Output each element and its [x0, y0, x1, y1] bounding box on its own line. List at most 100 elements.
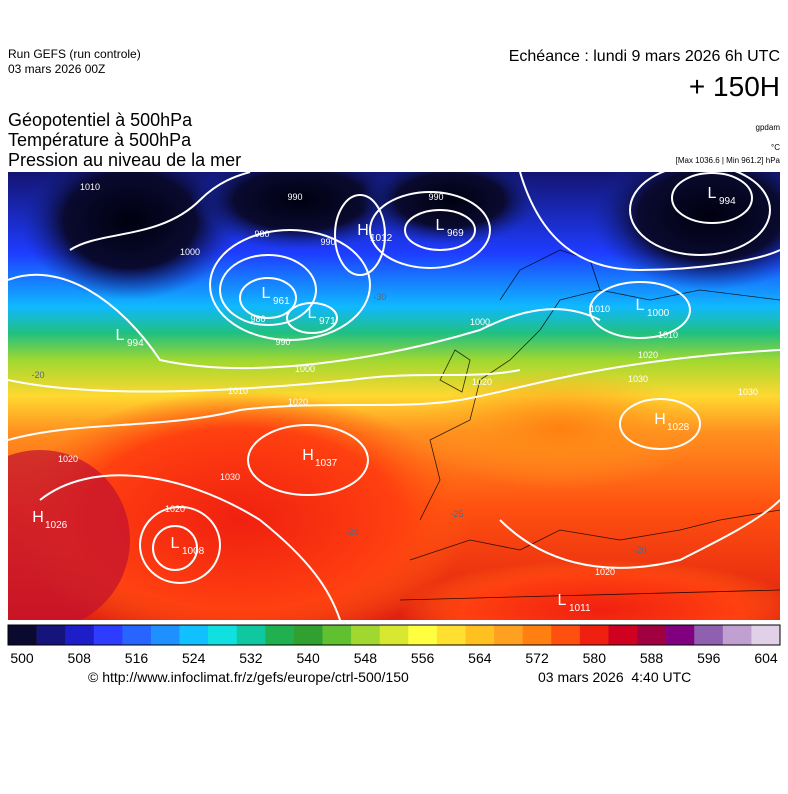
- run: Run GEFS (run controle): [8, 47, 141, 61]
- isobar-label: 990: [275, 337, 290, 347]
- isobar-label: 990: [287, 192, 302, 202]
- colorbar-swatch: [8, 625, 37, 645]
- source-url: © http://www.infoclimat.fr/z/gefs/europe…: [88, 669, 409, 685]
- isobar-label: 1000: [180, 247, 200, 257]
- colorbar-swatch: [208, 625, 238, 645]
- center-value: 969: [447, 228, 464, 239]
- center-letter: L: [116, 327, 125, 344]
- colorbar-tick-label: 580: [583, 650, 607, 666]
- colorbar-swatch: [122, 625, 152, 645]
- isobar-label: 1020: [288, 397, 308, 407]
- run-date: 03 mars 2026 00Z: [8, 62, 105, 76]
- colorbar-swatch: [293, 625, 323, 645]
- colorbar-tick-label: 500: [10, 650, 34, 666]
- center-value: 971: [319, 316, 336, 327]
- title: Température à 500hPa: [8, 130, 192, 150]
- title: Pression au niveau de la mer: [8, 150, 241, 170]
- colorbar-swatch: [579, 625, 609, 645]
- colorbar-tick-label: 548: [354, 650, 378, 666]
- map: [8, 172, 780, 620]
- center-value: 994: [127, 338, 144, 349]
- colorbar-frame: [7, 624, 781, 646]
- lead-time: + 150H: [689, 71, 780, 102]
- colorbar-swatch: [608, 625, 638, 645]
- colorbar-tick-label: 564: [468, 650, 492, 666]
- center-value: 1012: [370, 233, 393, 244]
- colorbar-swatch: [722, 625, 752, 645]
- title: Géopotentiel à 500hPa: [8, 110, 193, 130]
- colorbar-swatch: [465, 625, 495, 645]
- valid-time: Echéance : lundi 9 mars 2026 6h UTC: [509, 48, 780, 65]
- colorbar-swatch: [150, 625, 180, 645]
- colorbar-tick-label: 532: [239, 650, 263, 666]
- unit: gpdam: [756, 123, 781, 132]
- colorbar-swatch: [379, 625, 409, 645]
- isobar-label: 1010: [590, 304, 610, 314]
- temperature-label: -20: [345, 527, 358, 537]
- unit: [Max 1036.6 | Min 961.2] hPa: [676, 156, 781, 165]
- colorbar-swatch: [551, 625, 581, 645]
- isobar-label: 1010: [80, 182, 100, 192]
- colorbar-tick-label: 540: [296, 650, 320, 666]
- isobar-label: 1020: [472, 377, 492, 387]
- temperature-label: -20: [31, 370, 44, 380]
- colorbar-swatch: [322, 625, 352, 645]
- isobar-label: 1030: [738, 387, 758, 397]
- colorbar-swatch: [494, 625, 523, 645]
- colorbar-swatch: [665, 625, 695, 645]
- temperature-label: -20: [633, 545, 646, 555]
- colorbar-swatch: [751, 625, 781, 645]
- center-letter: H: [32, 509, 44, 526]
- center-value: 1037: [315, 458, 338, 469]
- colorbar-swatch: [436, 625, 466, 645]
- colorbar-tick-label: 604: [754, 650, 778, 666]
- colorbar-swatch: [522, 625, 552, 645]
- center-value: 961: [273, 296, 290, 307]
- colorbar-tick-label: 508: [68, 650, 92, 666]
- colorbar-swatch: [694, 625, 724, 645]
- colorbar-swatch: [236, 625, 266, 645]
- isobar-label: 1030: [628, 374, 648, 384]
- center-letter: L: [708, 185, 717, 202]
- isobar-label: 1000: [470, 317, 490, 327]
- isobar-label: 1020: [638, 350, 658, 360]
- colorbar-tick-label: 588: [640, 650, 664, 666]
- isobar-label: 1010: [228, 386, 248, 396]
- center-value: 1000: [647, 308, 670, 319]
- temperature-label: -30: [373, 292, 386, 302]
- center-letter: L: [171, 535, 180, 552]
- colorbar-tick-label: 524: [182, 650, 206, 666]
- unit: °C: [771, 143, 780, 152]
- center-letter: L: [636, 297, 645, 314]
- isobar-label: 990: [320, 237, 335, 247]
- center-value: 994: [719, 196, 736, 207]
- isobar-label: 1030: [220, 472, 240, 482]
- center-letter: H: [302, 447, 314, 464]
- center-value: 1011: [569, 603, 591, 614]
- colorbar-tick-label: 556: [411, 650, 435, 666]
- center-letter: L: [262, 285, 271, 302]
- isobar-label: 980: [250, 314, 265, 324]
- isobar-label: 980: [254, 229, 269, 239]
- center-value: 1028: [667, 422, 690, 433]
- colorbar-tick-label: 572: [525, 650, 549, 666]
- center-letter: L: [558, 592, 567, 609]
- center-value: 1026: [45, 520, 68, 531]
- center-letter: L: [436, 217, 445, 234]
- colorbar-swatch: [637, 625, 666, 645]
- center-value: 1008: [182, 546, 205, 557]
- center-letter: H: [654, 411, 666, 428]
- colorbar-swatch: [179, 625, 209, 645]
- colorbar-tick-label: 516: [125, 650, 149, 666]
- isobar-label: 1000: [295, 364, 315, 374]
- center-letter: L: [308, 305, 317, 322]
- colorbar-swatch: [351, 625, 381, 645]
- center-letter: H: [357, 222, 369, 239]
- isobar-label: 1020: [595, 567, 615, 577]
- temperature-label: -25: [450, 509, 463, 519]
- colorbar-swatch: [65, 625, 95, 645]
- isobar-label: 1020: [165, 504, 185, 514]
- colorbar-swatch: [265, 625, 295, 645]
- colorbar-swatch: [408, 625, 438, 645]
- colorbar-swatch: [36, 625, 66, 645]
